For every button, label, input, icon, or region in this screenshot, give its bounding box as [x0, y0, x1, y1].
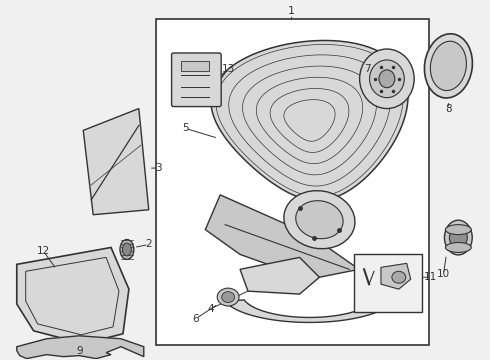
Bar [181, 61, 209, 71]
Ellipse shape [449, 227, 467, 248]
Text: 10: 10 [437, 269, 450, 279]
Polygon shape [211, 40, 408, 201]
Ellipse shape [379, 70, 395, 88]
Polygon shape [83, 109, 149, 215]
Ellipse shape [430, 41, 466, 91]
Ellipse shape [284, 191, 355, 249]
Ellipse shape [296, 201, 343, 239]
Bar [156, 19, 429, 345]
Text: 8: 8 [445, 104, 452, 113]
Text: 13: 13 [221, 64, 235, 74]
Polygon shape [205, 195, 359, 279]
Text: 11: 11 [424, 272, 437, 282]
Text: 5: 5 [182, 123, 189, 134]
Bar [354, 255, 421, 312]
Text: 9: 9 [76, 346, 83, 356]
Text: 7: 7 [364, 64, 370, 74]
Ellipse shape [120, 239, 134, 260]
Ellipse shape [444, 220, 472, 255]
Ellipse shape [369, 60, 404, 98]
Ellipse shape [424, 34, 472, 98]
Polygon shape [240, 257, 319, 294]
FancyBboxPatch shape [172, 53, 221, 107]
Ellipse shape [217, 288, 239, 306]
Polygon shape [17, 247, 129, 344]
Polygon shape [225, 298, 396, 323]
Polygon shape [381, 264, 411, 289]
Text: 2: 2 [146, 239, 152, 249]
Text: 1: 1 [288, 6, 295, 16]
Text: 3: 3 [155, 163, 162, 173]
Text: 4: 4 [207, 304, 214, 314]
Text: 6: 6 [192, 314, 199, 324]
Ellipse shape [221, 292, 235, 302]
Ellipse shape [360, 49, 414, 109]
Ellipse shape [445, 243, 471, 252]
Polygon shape [17, 336, 144, 359]
Ellipse shape [392, 271, 406, 283]
Ellipse shape [122, 243, 131, 256]
Ellipse shape [445, 225, 471, 235]
Text: 12: 12 [37, 247, 50, 256]
